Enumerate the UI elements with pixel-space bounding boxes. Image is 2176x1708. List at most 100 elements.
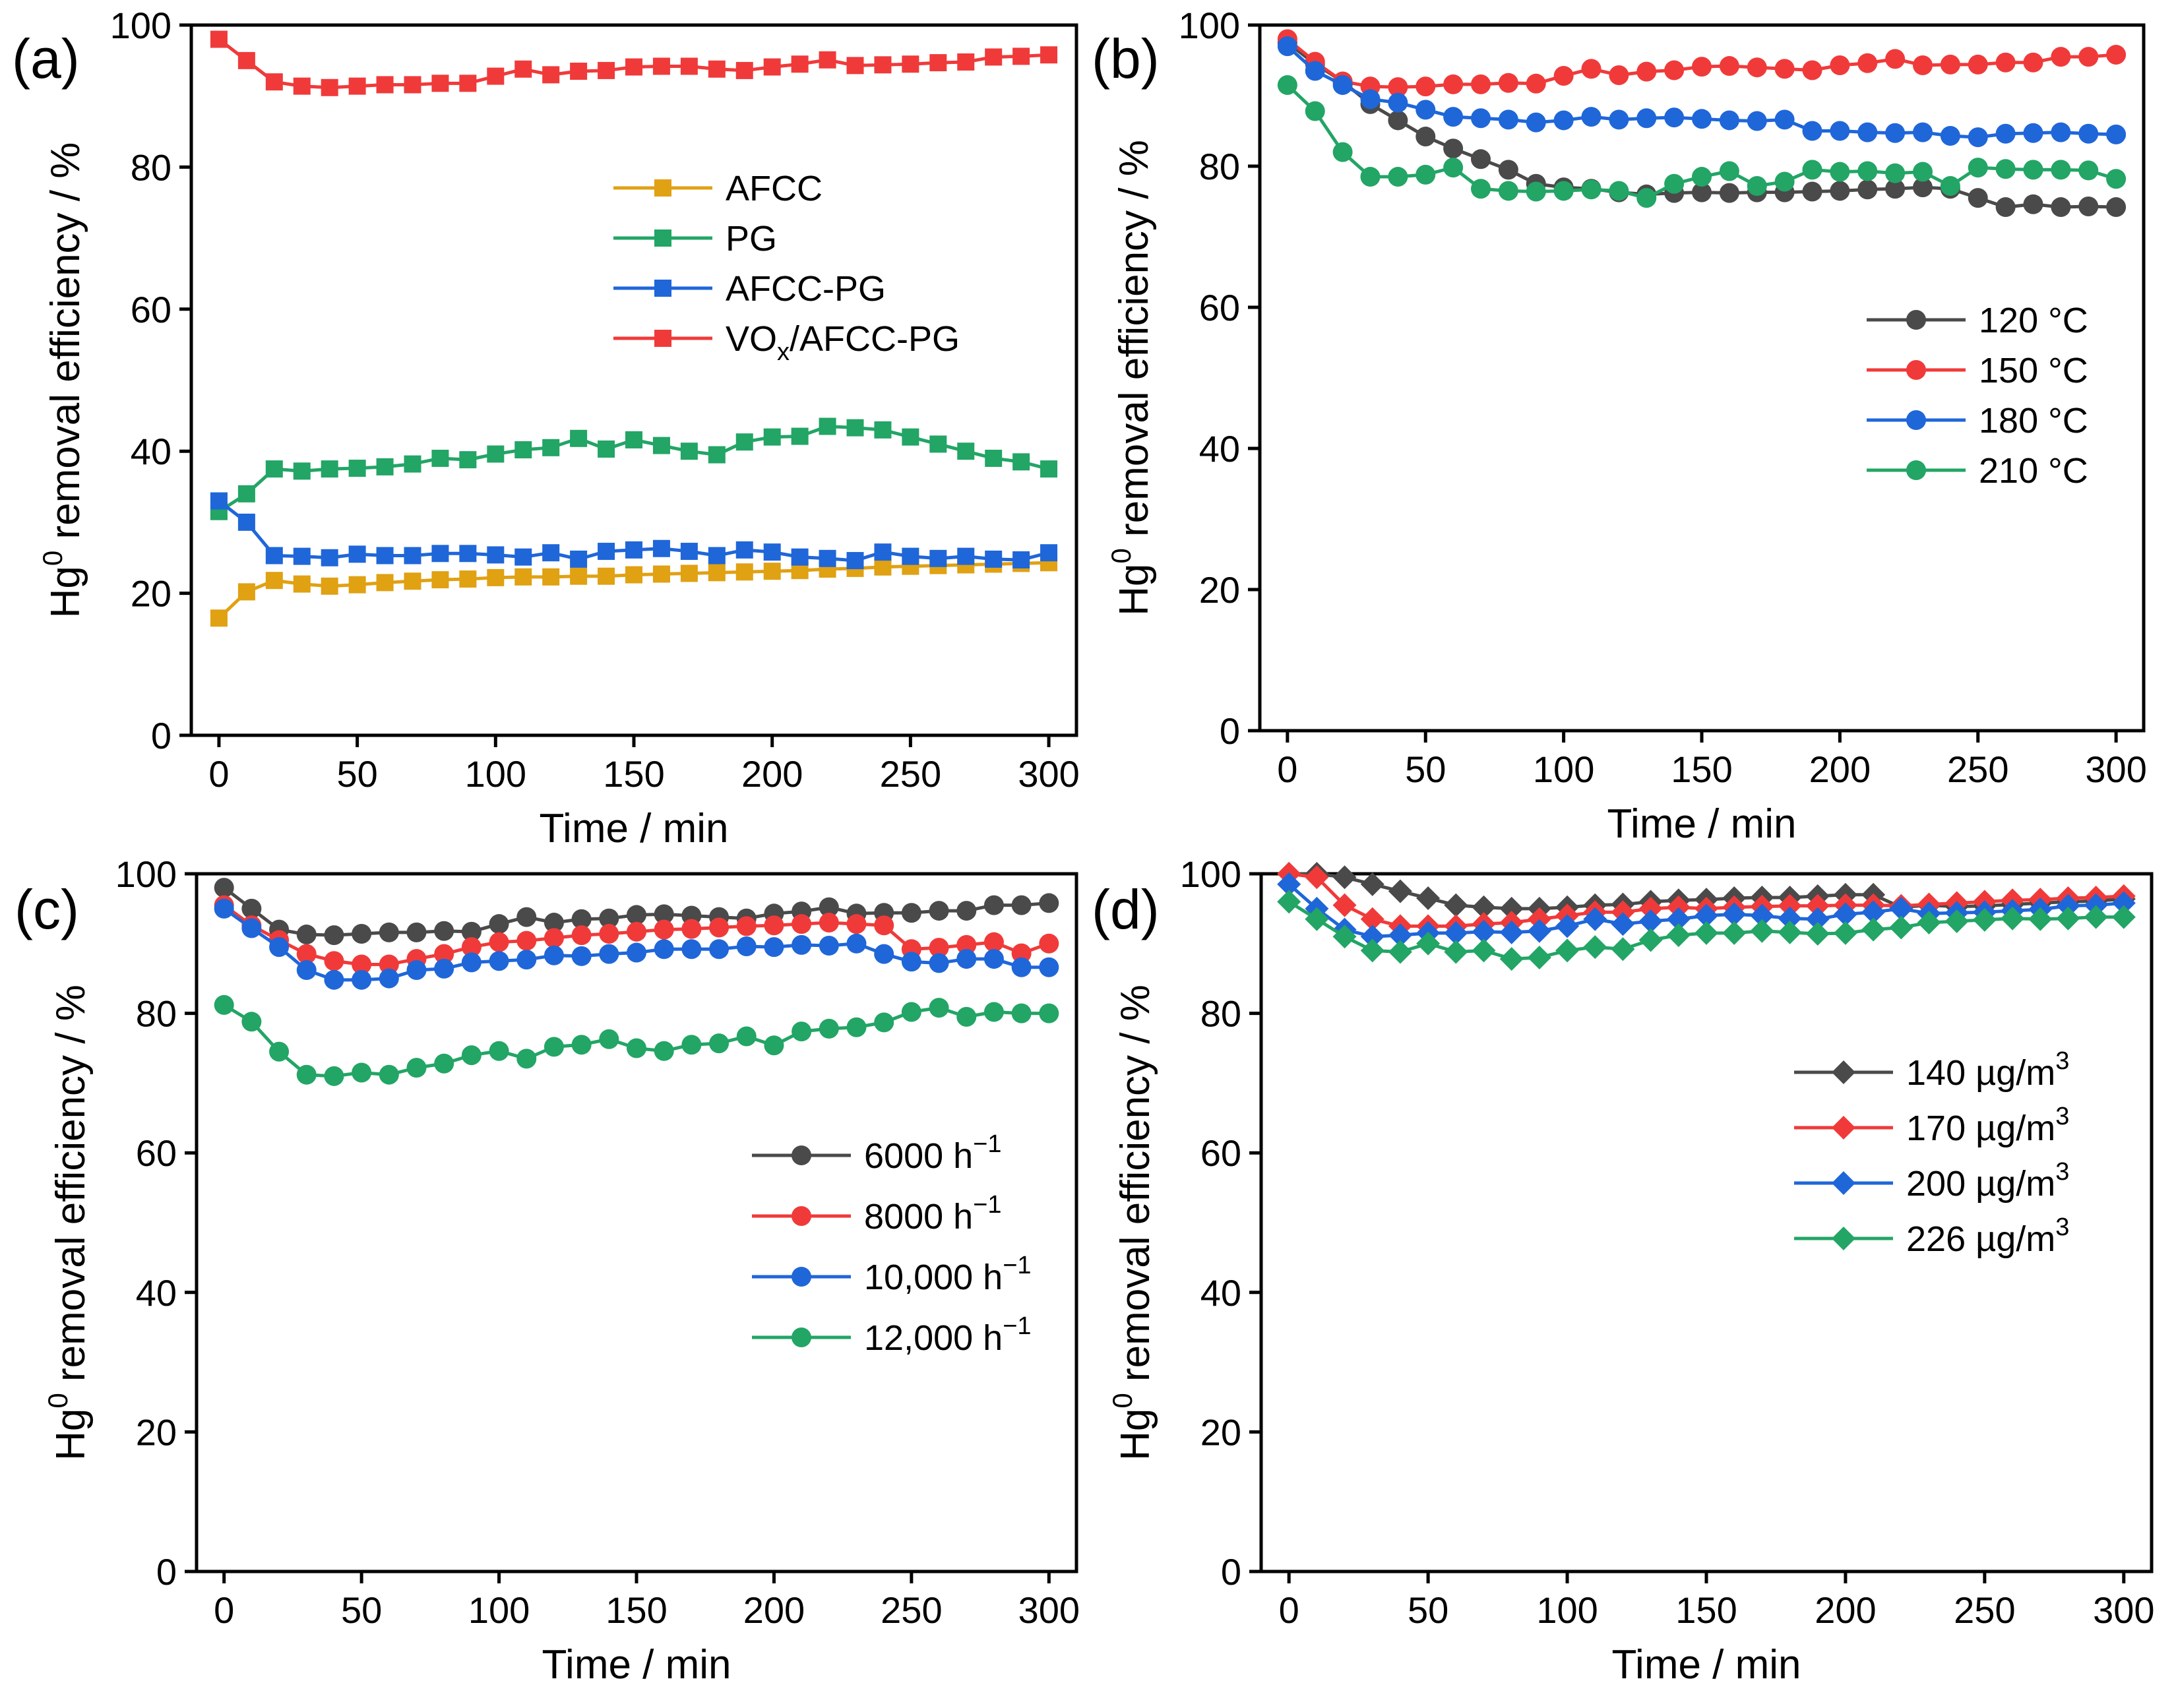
data-point — [763, 428, 781, 446]
x-tick-label: 250 — [1954, 1589, 2015, 1631]
data-point — [846, 57, 864, 75]
data-point — [736, 916, 757, 936]
y-axis-title-base: Hg — [1113, 1409, 1158, 1461]
data-point — [461, 937, 482, 958]
data-point — [352, 1062, 372, 1083]
data-point — [735, 433, 753, 451]
data-point — [654, 919, 674, 940]
data-point — [680, 564, 698, 582]
data-point — [1040, 544, 1058, 562]
legend-label: 12,000 h−1 — [864, 1312, 1032, 1358]
legend-marker — [1906, 460, 1926, 480]
y-axis-title-base: Hg — [43, 566, 88, 618]
data-point — [1833, 921, 1857, 945]
panel-label: (c) — [15, 878, 79, 940]
data-point — [874, 915, 894, 936]
data-point — [1995, 159, 2016, 179]
data-point — [1694, 903, 1718, 928]
legend-marker — [792, 1145, 811, 1165]
x-tick-label: 50 — [341, 1589, 382, 1631]
legend-item: AFCC-PG — [613, 269, 886, 309]
data-point — [2051, 197, 2071, 218]
y-axis-title-base: Hg — [1111, 564, 1157, 616]
data-point — [1940, 125, 1960, 146]
data-point — [1305, 907, 1329, 931]
y-tick-label: 80 — [1200, 993, 1241, 1035]
data-point — [1611, 912, 1635, 936]
data-point — [352, 969, 372, 990]
data-point — [2111, 905, 2136, 929]
data-point — [324, 951, 344, 971]
panel-label: (d) — [1092, 878, 1160, 940]
x-tick-label: 250 — [1947, 748, 2008, 790]
data-point — [1940, 54, 1960, 75]
data-point — [1499, 920, 1524, 944]
legend-label: 8000 h−1 — [864, 1191, 1002, 1236]
y-tick-label: 60 — [1199, 287, 1240, 328]
legend-label-base: AFCC-PG — [726, 269, 886, 309]
data-point — [571, 1035, 592, 1055]
data-point — [735, 563, 753, 581]
data-point — [489, 1041, 509, 1061]
data-point — [570, 429, 588, 447]
data-point — [1011, 943, 1032, 963]
x-axis-title: Time / min — [539, 806, 728, 851]
data-point — [487, 568, 505, 586]
data-point — [1332, 75, 1353, 95]
data-point — [348, 576, 366, 594]
legend-item: 210 °C — [1867, 451, 2088, 491]
data-point — [293, 462, 311, 480]
data-point — [431, 449, 449, 467]
data-point — [516, 907, 537, 927]
data-point — [1388, 92, 1408, 113]
data-point — [1011, 1003, 1032, 1023]
y-axis-title: Hg0 removal efficiency / % — [1107, 985, 1158, 1461]
data-point — [1581, 107, 1601, 127]
data-point — [1415, 100, 1436, 120]
data-point — [709, 1033, 730, 1054]
data-point — [352, 923, 372, 944]
data-point — [210, 609, 228, 627]
data-point — [1719, 183, 1739, 203]
data-point — [1444, 921, 1468, 945]
data-point — [1277, 75, 1297, 95]
data-point — [1972, 907, 1997, 932]
data-point — [431, 545, 449, 563]
data-point — [1388, 110, 1408, 131]
data-point — [1857, 179, 1878, 200]
data-point — [321, 577, 338, 595]
data-point — [1638, 909, 1663, 933]
legend-label-subscript: x — [777, 338, 790, 366]
data-point — [598, 440, 615, 458]
data-point — [321, 78, 338, 96]
legend-item: AFCC — [613, 169, 823, 208]
data-point — [764, 915, 784, 936]
legend-label: 180 °C — [1979, 401, 2088, 441]
data-point — [709, 939, 730, 960]
y-axis-title: Hg0 removal efficiency / % — [37, 142, 88, 619]
data-point — [1415, 76, 1436, 97]
data-point — [901, 952, 921, 972]
data-point — [1664, 60, 1685, 80]
data-point — [1527, 945, 1551, 969]
data-point — [1526, 112, 1546, 133]
data-point — [652, 57, 670, 75]
legend-label: 210 °C — [1979, 451, 2088, 491]
data-point — [296, 1064, 317, 1085]
data-point — [627, 905, 646, 925]
data-point — [461, 952, 482, 973]
data-point — [1609, 109, 1629, 130]
legend-item: 180 °C — [1867, 401, 2088, 441]
x-tick-label: 300 — [1018, 753, 1079, 795]
data-point — [1581, 179, 1601, 200]
data-point — [1332, 925, 1357, 949]
data-point — [1040, 460, 1058, 478]
data-point — [1833, 902, 1857, 927]
data-point — [1332, 893, 1357, 917]
data-point — [544, 1037, 564, 1057]
data-point — [321, 549, 338, 566]
data-point — [599, 923, 619, 944]
data-point — [929, 549, 947, 567]
data-point — [293, 77, 311, 95]
data-point — [516, 950, 537, 970]
